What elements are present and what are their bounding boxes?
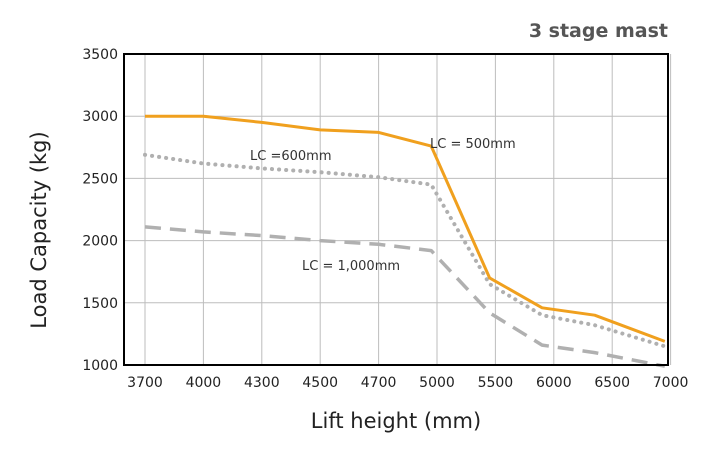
- x-tick-label: 4000: [186, 375, 222, 391]
- x-tick-label: 4300: [244, 375, 280, 391]
- annotation-lc-1000: LC = 1,000mm: [302, 259, 400, 274]
- x-axis-label: Lift height (mm): [311, 409, 481, 433]
- series-line-lc-600mm: [143, 152, 667, 349]
- x-tick-labels: 3700 4000 4300 4500 4700 5000 5500 6000 6500 7000: [127, 375, 688, 391]
- y-tick-label: 1500: [82, 296, 118, 312]
- annotation-lc-500: LC = 500mm: [430, 137, 516, 152]
- x-tick-label: 4500: [302, 375, 338, 391]
- y-axis-label: Load Capacity (kg): [27, 131, 51, 328]
- chart-title: 3 stage mast: [529, 20, 668, 42]
- y-tick-labels: 1000 1500 2000 2500 3000 3500: [82, 47, 118, 374]
- y-tick-label: 3500: [82, 47, 118, 63]
- x-tick-label: 6500: [594, 375, 630, 391]
- series-line-lc-1-000mm: [144, 225, 666, 368]
- grid: [124, 54, 672, 365]
- x-tick-label: 6000: [536, 375, 572, 391]
- series-group: [143, 114, 667, 368]
- y-tick-label: 1000: [82, 358, 118, 374]
- y-tick-label: 2500: [82, 171, 118, 187]
- plot-frame: [123, 53, 669, 366]
- x-tick-label: 3700: [127, 375, 163, 391]
- annotation-lc-600: LC =600mm: [250, 149, 332, 164]
- x-tick-label: 7000: [653, 375, 689, 391]
- x-tick-label: 4700: [361, 375, 397, 391]
- x-tick-label: 5000: [419, 375, 455, 391]
- y-tick-label: 2000: [82, 234, 118, 250]
- series-line-lc-500mm: [145, 114, 666, 343]
- y-tick-label: 3000: [82, 109, 118, 125]
- x-tick-label: 5500: [478, 375, 514, 391]
